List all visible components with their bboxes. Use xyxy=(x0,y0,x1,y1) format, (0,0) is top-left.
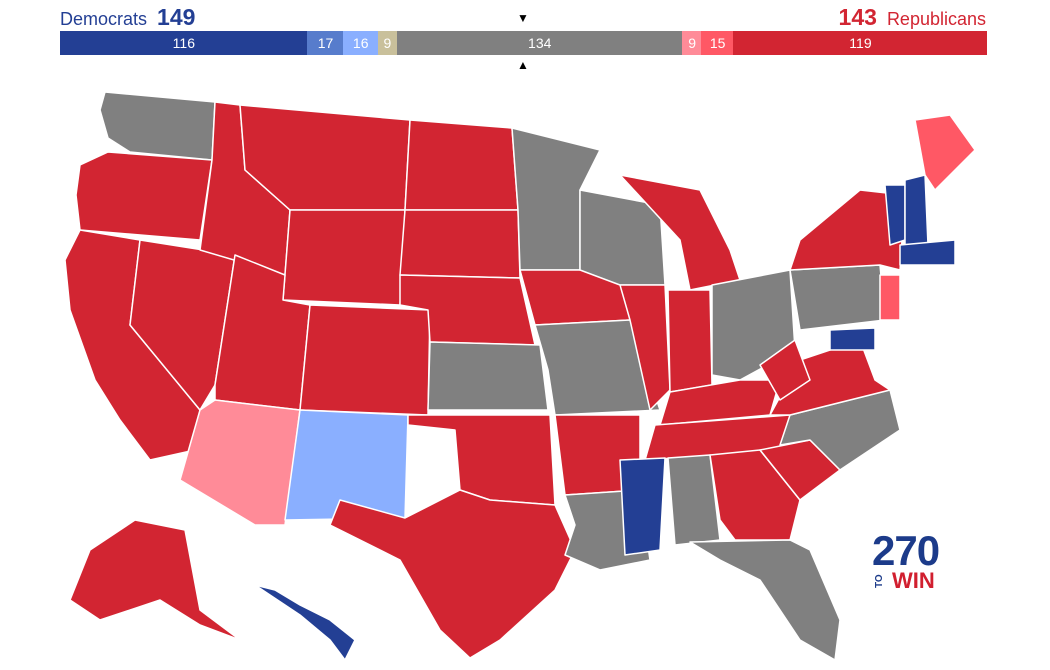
us-house-map xyxy=(64,91,976,661)
logo-number: 270 xyxy=(872,527,940,574)
state-maine[interactable] xyxy=(914,114,976,191)
state-mississippi[interactable] xyxy=(619,457,666,556)
democrats-name: Democrats xyxy=(60,9,148,29)
state-hawaii[interactable] xyxy=(254,584,356,661)
state-florida[interactable] xyxy=(689,539,841,661)
state-new-york[interactable] xyxy=(789,189,906,271)
state-texas[interactable] xyxy=(329,489,576,659)
state-illinois[interactable] xyxy=(619,284,671,411)
state-oregon[interactable] xyxy=(75,151,213,241)
seat-bar-segment-lean-dem: 16 xyxy=(343,31,379,55)
state-north-dakota[interactable] xyxy=(404,119,519,211)
state-washington[interactable] xyxy=(99,91,216,161)
democrats-total: 149 xyxy=(157,4,196,30)
state-south-dakota[interactable] xyxy=(399,209,521,279)
state-kansas[interactable] xyxy=(427,341,549,411)
state-alabama[interactable] xyxy=(667,454,721,546)
democrats-label: Democrats 149 xyxy=(60,5,195,31)
state-arizona[interactable] xyxy=(179,399,301,526)
seat-bar-segment-tossup: 134 xyxy=(396,31,683,55)
state-pennsylvania[interactable] xyxy=(789,264,886,331)
state-missouri[interactable] xyxy=(534,319,661,416)
majority-marker-bottom: ▲ xyxy=(517,58,529,72)
seat-bar-segment-safe-dem: 116 xyxy=(60,31,308,55)
seat-bar-segment-lean-rep: 9 xyxy=(682,31,702,55)
state-new-hampshire[interactable] xyxy=(904,174,929,246)
state-alaska[interactable] xyxy=(69,519,241,641)
republicans-name: Republicans xyxy=(886,9,986,29)
seat-bar-segment-likely-dem: 17 xyxy=(307,31,344,55)
republicans-total: 143 xyxy=(838,4,877,30)
270-to-win-logo: 270 TO WIN xyxy=(872,527,952,593)
state-maryland[interactable] xyxy=(829,327,876,351)
seat-bar-segment-tilt-dem: 9 xyxy=(377,31,398,55)
state-indiana[interactable] xyxy=(667,289,713,393)
seat-bar-segment-safe-rep: 119 xyxy=(733,31,988,55)
state-wyoming[interactable] xyxy=(282,209,406,306)
republicans-label: 143 Republicans xyxy=(839,5,986,31)
logo-to: TO xyxy=(874,574,885,588)
majority-marker-top: ▼ xyxy=(517,11,529,25)
state-massachusetts[interactable] xyxy=(899,239,956,266)
state-kentucky[interactable] xyxy=(659,379,781,426)
seat-bar-segment-likely-rep: 15 xyxy=(701,31,734,55)
state-west-virginia[interactable] xyxy=(759,339,811,401)
state-colorado[interactable] xyxy=(299,304,431,416)
logo-win: WIN xyxy=(892,568,935,593)
state-new-jersey[interactable] xyxy=(879,274,901,321)
seat-bar: 116 17 16 9 134 9 15 119 xyxy=(60,31,988,55)
state-oklahoma[interactable] xyxy=(407,414,556,506)
seat-tally-header: Democrats 149 143 Republicans ▼ 116 17 16 9… xyxy=(0,0,1050,80)
